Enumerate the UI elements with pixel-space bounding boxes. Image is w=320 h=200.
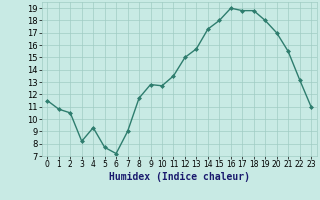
X-axis label: Humidex (Indice chaleur): Humidex (Indice chaleur) [109,172,250,182]
